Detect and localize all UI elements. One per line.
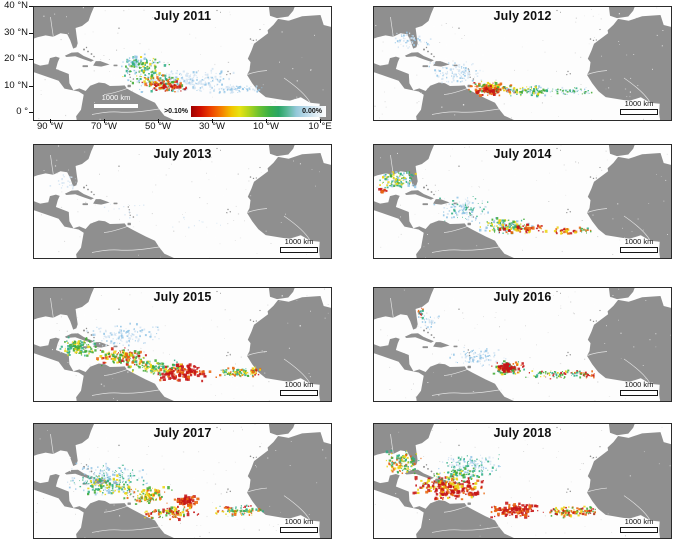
scale-bar-rule — [94, 103, 138, 108]
x-tick-mark — [104, 119, 105, 123]
y-tick-label: 40 °N — [4, 0, 28, 11]
map-july-2017 — [34, 424, 331, 538]
panel-title: July 2015 — [153, 290, 212, 304]
scale-bar: 1000 km — [620, 236, 658, 253]
x-tick-mark — [320, 119, 321, 123]
panel-title: July 2011 — [153, 9, 212, 23]
scale-bar: 1000 km — [280, 379, 318, 396]
map-july-2015 — [34, 288, 331, 401]
colorbar-min-label: 0.00% — [302, 108, 322, 115]
x-tick-label: 10 °E — [308, 121, 332, 132]
map-panel-july-2011: July 2011 >0.10% 0.00% 1000 km — [33, 6, 332, 121]
scale-bar-rule — [280, 527, 318, 533]
scale-bar: 1000 km — [620, 516, 658, 533]
scale-bar-rule — [620, 527, 658, 533]
scale-bar-rule — [280, 390, 318, 396]
y-tick-label: 10 °N — [4, 79, 28, 91]
scale-bar-label: 1000 km — [624, 236, 654, 246]
scale-bar: 1000 km — [620, 98, 658, 115]
map-july-2013 — [34, 145, 331, 258]
y-tick-mark — [29, 85, 33, 87]
x-tick-mark — [50, 119, 51, 123]
scale-bar-label: 1000 km — [284, 516, 314, 526]
scale-bar: 1000 km — [280, 236, 318, 253]
x-tick-label: 30 °W — [199, 121, 225, 132]
scale-bar-label: 1000 km — [284, 379, 314, 389]
y-tick-label: 30 °N — [4, 26, 28, 38]
panel-title: July 2012 — [493, 9, 552, 23]
map-july-2014 — [374, 145, 671, 258]
map-july-2016 — [374, 288, 671, 401]
colorbar-max-label: >0.10% — [164, 108, 188, 115]
x-tick-label: 10 °W — [253, 121, 279, 132]
panel-title: July 2014 — [493, 147, 552, 161]
scale-bar-rule — [620, 109, 658, 115]
map-july-2012 — [374, 7, 671, 120]
map-panel-july-2014: July 2014 1000 km — [373, 144, 672, 259]
scale-bar-rule — [620, 390, 658, 396]
map-panel-july-2016: July 2016 1000 km — [373, 287, 672, 402]
map-panel-july-2018: July 2018 1000 km — [373, 423, 672, 539]
panel-title: July 2017 — [153, 426, 212, 440]
map-panel-july-2013: July 2013 1000 km — [33, 144, 332, 259]
y-tick-label: 20 °N — [4, 53, 28, 64]
x-tick-label: 70 °W — [91, 121, 117, 132]
scale-bar: 1000 km — [280, 516, 318, 533]
map-july-2018 — [374, 424, 671, 538]
y-tick-mark — [29, 112, 33, 113]
scale-bar-label: 1000 km — [284, 236, 314, 246]
scale-bar-label: 1000 km — [624, 516, 654, 526]
map-july-2011 — [34, 7, 331, 120]
scale-bar-label: 1000 km — [624, 98, 654, 108]
scale-bar-label: 1000 km — [624, 379, 654, 389]
scale-bar: 1000 km — [94, 94, 138, 108]
map-panel-july-2015: July 2015 1000 km — [33, 287, 332, 402]
x-tick-label: 90 °W — [37, 121, 63, 132]
colorbar — [191, 106, 326, 117]
panel-title: July 2016 — [493, 290, 552, 304]
scale-bar-label: 1000 km — [101, 93, 131, 102]
x-tick-mark — [158, 119, 159, 123]
y-tick-mark — [29, 59, 33, 60]
x-tick-mark — [212, 119, 213, 123]
x-tick-label: 50 °W — [145, 121, 171, 132]
y-tick-mark — [29, 6, 33, 7]
panel-title: July 2013 — [153, 147, 212, 161]
panel-title: July 2018 — [493, 426, 552, 440]
scale-bar-rule — [280, 247, 318, 253]
map-panel-july-2012: July 2012 1000 km — [373, 6, 672, 121]
scale-bar: 1000 km — [620, 379, 658, 396]
scale-bar-rule — [620, 247, 658, 253]
y-tick-label: 0 ° — [16, 106, 28, 117]
map-panel-july-2017: July 2017 1000 km — [33, 423, 332, 539]
y-tick-mark — [29, 32, 33, 34]
x-tick-mark — [266, 119, 267, 123]
